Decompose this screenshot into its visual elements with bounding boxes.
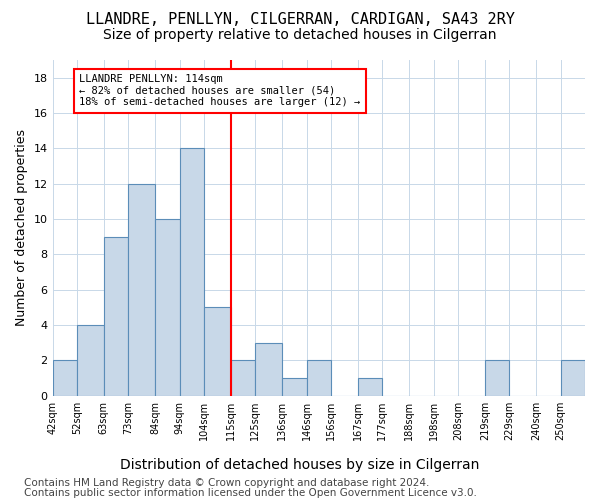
Bar (77, 325, 104, 396)
Bar (255, 342, 282, 396)
Text: Contains public sector information licensed under the Open Government Licence v3: Contains public sector information licen… (24, 488, 477, 498)
Bar (358, 378, 382, 396)
Bar (307, 360, 331, 396)
Bar (231, 360, 255, 396)
Bar (204, 308, 231, 396)
Bar (53, 360, 77, 396)
Bar (560, 360, 585, 396)
Y-axis label: Number of detached properties: Number of detached properties (15, 130, 28, 326)
Text: Contains HM Land Registry data © Crown copyright and database right 2024.: Contains HM Land Registry data © Crown c… (24, 478, 430, 488)
Bar (128, 184, 155, 396)
Bar (155, 219, 179, 396)
Bar (485, 360, 509, 396)
Bar (104, 236, 128, 396)
Text: LLANDRE PENLLYN: 114sqm
← 82% of detached houses are smaller (54)
18% of semi-de: LLANDRE PENLLYN: 114sqm ← 82% of detache… (79, 74, 361, 108)
Text: LLANDRE, PENLLYN, CILGERRAN, CARDIGAN, SA43 2RY: LLANDRE, PENLLYN, CILGERRAN, CARDIGAN, S… (86, 12, 514, 28)
Text: Size of property relative to detached houses in Cilgerran: Size of property relative to detached ho… (103, 28, 497, 42)
Bar (179, 148, 204, 396)
Bar (282, 378, 307, 396)
Text: Distribution of detached houses by size in Cilgerran: Distribution of detached houses by size … (121, 458, 479, 471)
